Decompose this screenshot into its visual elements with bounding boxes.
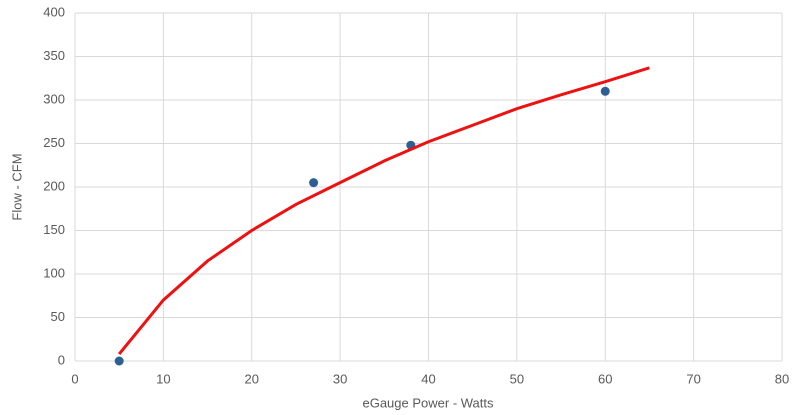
- y-tick-label: 100: [43, 265, 65, 280]
- x-axis-label: eGauge Power - Watts: [362, 395, 494, 410]
- y-tick-label: 200: [43, 178, 65, 193]
- y-tick-label: 50: [51, 309, 65, 324]
- y-axis-label: Flow - CFM: [9, 153, 24, 220]
- x-tick-label: 10: [156, 371, 170, 386]
- x-tick-label: 70: [686, 371, 700, 386]
- x-tick-label: 0: [71, 371, 78, 386]
- x-tick-label: 20: [245, 371, 259, 386]
- x-tick-label: 60: [598, 371, 612, 386]
- x-tick-label: 30: [333, 371, 347, 386]
- data-point: [309, 178, 319, 188]
- y-tick-label: 0: [58, 352, 65, 367]
- x-tick-label: 50: [510, 371, 524, 386]
- x-tick-label: 40: [421, 371, 435, 386]
- data-point: [114, 356, 124, 366]
- y-tick-label: 350: [43, 48, 65, 63]
- x-tick-label: 80: [775, 371, 789, 386]
- data-point: [600, 86, 610, 96]
- y-tick-label: 300: [43, 91, 65, 106]
- y-tick-label: 250: [43, 135, 65, 150]
- fit-line: [118, 66, 650, 355]
- y-tick-label: 400: [43, 4, 65, 19]
- y-tick-label: 150: [43, 222, 65, 237]
